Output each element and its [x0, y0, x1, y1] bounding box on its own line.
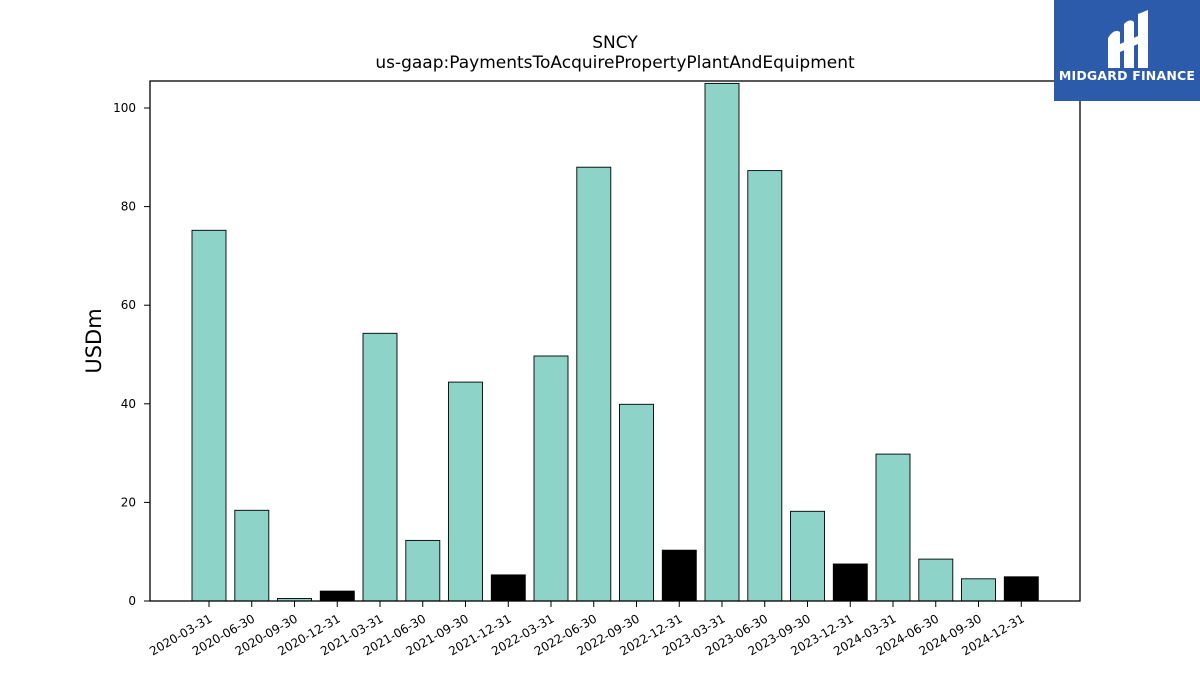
midgard-finance-logo: MIDGARD FINANCE	[1054, 0, 1200, 101]
y-tick-label: 100	[113, 101, 136, 115]
y-tick-label: 60	[121, 298, 136, 312]
bar-2023-12-31	[832, 563, 868, 602]
bar-2024-03-31	[875, 453, 911, 602]
y-tick-label: 80	[121, 200, 136, 214]
bar-2022-03-31	[533, 355, 569, 602]
chart-subtitle: us-gaap:PaymentsToAcquirePropertyPlantAn…	[375, 53, 855, 73]
bar-2022-06-30	[576, 166, 612, 602]
bar-2023-09-30	[790, 510, 825, 602]
chart-title: SNCY	[592, 33, 638, 53]
logo-text: MIDGARD FINANCE	[1058, 68, 1196, 83]
bar-2022-12-31	[661, 549, 697, 602]
y-axis-label: USDm	[82, 308, 106, 373]
bar-2020-06-30	[234, 509, 270, 602]
bar-2020-12-31	[319, 590, 355, 602]
midgard-logo-icon	[1108, 10, 1148, 68]
bar-2021-06-30	[405, 539, 441, 602]
bar-2024-06-30	[918, 558, 954, 602]
x-axis-ticks: 2020-03-312020-06-302020-09-302020-12-31…	[147, 601, 1027, 658]
bar-2023-03-31	[704, 82, 740, 602]
plot-frame	[149, 80, 1081, 602]
bar-2023-06-30	[747, 170, 783, 602]
bar-2024-09-30	[961, 578, 996, 602]
bar-2021-03-31	[362, 332, 398, 602]
y-tick-label: 40	[121, 397, 136, 411]
y-axis-ticks: 0 20 40 60 80 100	[113, 101, 150, 608]
y-tick-label: 20	[121, 495, 136, 509]
bar-2020-03-31	[191, 229, 227, 602]
bar-2024-12-31	[1003, 576, 1039, 602]
y-tick-label: 0	[128, 594, 136, 608]
bar-2021-09-30	[448, 381, 483, 602]
bar-2021-12-31	[490, 574, 526, 602]
bar-2022-09-30	[619, 403, 654, 602]
bars-group	[191, 82, 1039, 602]
